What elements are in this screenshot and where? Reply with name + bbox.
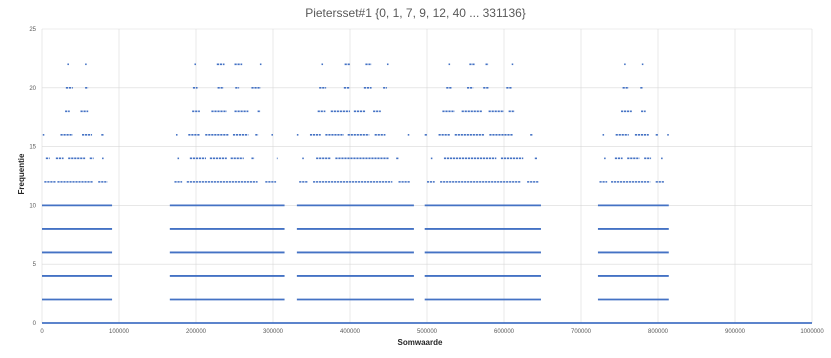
- y-tick-label: 5: [33, 262, 37, 268]
- x-tick-label: 900000: [725, 329, 746, 335]
- y-tick-label: 10: [29, 203, 36, 209]
- y-tick-label: 15: [29, 145, 36, 151]
- y-tick-label: 0: [33, 321, 37, 327]
- x-tick-label: 200000: [186, 329, 207, 335]
- x-tick-label: 300000: [263, 329, 284, 335]
- tick-labels: 0 5 10 15 20 25 0 100000 200000 300000 400000 50000…: [29, 27, 824, 335]
- x-tick-label: 400000: [340, 329, 361, 335]
- x-tick-label: 800000: [648, 329, 669, 335]
- grid-lines: [41, 28, 813, 324]
- x-tick-label: 1000000: [800, 329, 824, 335]
- x-tick-label: 100000: [109, 329, 130, 335]
- y-tick-label: 20: [29, 86, 36, 92]
- x-tick-label: 600000: [494, 329, 515, 335]
- x-tick-label: 0: [40, 329, 44, 335]
- y-tick-label: 25: [29, 27, 36, 33]
- x-axis-title: Somwaarde: [398, 338, 443, 347]
- chart-title: Pietersset#1 {0, 1, 7, 9, 12, 40 ... 331…: [305, 6, 526, 20]
- data-points: [42, 63, 812, 324]
- x-tick-label: 500000: [417, 329, 438, 335]
- x-tick-label: 700000: [571, 329, 592, 335]
- y-axis-title: Frequentie: [17, 153, 26, 194]
